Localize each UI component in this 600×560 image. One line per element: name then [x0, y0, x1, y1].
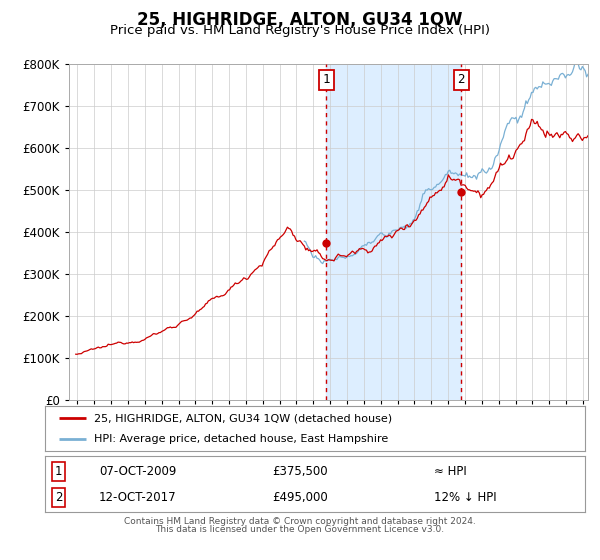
Text: 2: 2: [55, 491, 62, 504]
Text: This data is licensed under the Open Government Licence v3.0.: This data is licensed under the Open Gov…: [155, 525, 445, 534]
Text: 12% ↓ HPI: 12% ↓ HPI: [434, 491, 496, 504]
Text: ≈ HPI: ≈ HPI: [434, 465, 467, 478]
Text: £495,000: £495,000: [272, 491, 328, 504]
Text: Contains HM Land Registry data © Crown copyright and database right 2024.: Contains HM Land Registry data © Crown c…: [124, 517, 476, 526]
Text: 25, HIGHRIDGE, ALTON, GU34 1QW (detached house): 25, HIGHRIDGE, ALTON, GU34 1QW (detached…: [94, 413, 392, 423]
Text: 25, HIGHRIDGE, ALTON, GU34 1QW: 25, HIGHRIDGE, ALTON, GU34 1QW: [137, 11, 463, 29]
Text: £375,500: £375,500: [272, 465, 328, 478]
Text: 12-OCT-2017: 12-OCT-2017: [99, 491, 176, 504]
Text: 2: 2: [458, 73, 465, 86]
Text: Price paid vs. HM Land Registry's House Price Index (HPI): Price paid vs. HM Land Registry's House …: [110, 24, 490, 37]
Bar: [326, 64, 461, 400]
Text: 1: 1: [323, 73, 330, 86]
Text: 07-OCT-2009: 07-OCT-2009: [99, 465, 176, 478]
Text: HPI: Average price, detached house, East Hampshire: HPI: Average price, detached house, East…: [94, 433, 388, 444]
Text: 1: 1: [55, 465, 62, 478]
